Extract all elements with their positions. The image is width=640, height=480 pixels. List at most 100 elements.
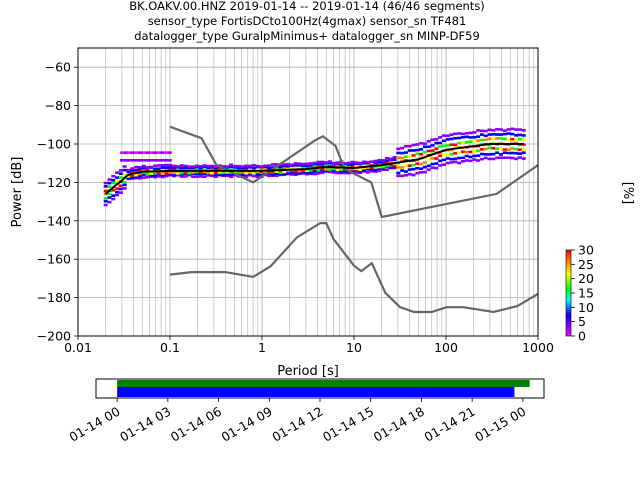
psd-density-cell [373, 168, 378, 172]
psd-density-cell [122, 168, 127, 172]
psd-density-cell [521, 151, 526, 155]
psd-density-cell [320, 162, 325, 165]
psd-density-cell [495, 137, 500, 140]
psd-density-cell [213, 171, 218, 175]
psd-density-cell [213, 165, 218, 168]
psd-density-cell [331, 167, 336, 170]
psd-density-cell [464, 140, 469, 144]
psd-density-cell [415, 143, 420, 146]
psd-density-cell [312, 172, 317, 176]
psd-density-cell [430, 166, 435, 170]
psd-density-cell [491, 152, 496, 156]
psd-density-cell [160, 166, 165, 169]
psd-density-cell [434, 162, 439, 165]
psd-density-cell [354, 168, 359, 172]
psd-density-cell [316, 168, 321, 172]
psd-density-cell [483, 147, 488, 151]
psd-density-cell [396, 156, 401, 160]
psd-density-cell [111, 174, 116, 178]
psd-density-cell [153, 164, 158, 168]
psd-density-cell [255, 173, 260, 176]
psd-density-cell [270, 173, 275, 176]
psd-density-cell [498, 146, 503, 150]
psd-density-cell [267, 166, 272, 170]
psd-density-cell [343, 162, 348, 165]
psd-density-cell [316, 160, 321, 164]
psd-density-cell [156, 168, 161, 172]
psd-density-cell [255, 175, 260, 179]
psd-density-cell [449, 133, 454, 136]
psd-density-cell [210, 167, 215, 171]
psd-density-cell [293, 171, 298, 175]
psd-density-cell [240, 173, 245, 177]
noise-models [169, 125, 539, 314]
psd-density-cell [145, 172, 150, 176]
psd-density-cell [381, 165, 386, 169]
colorbar-tick-label: 30 [578, 243, 594, 258]
psd-density-cell [369, 168, 374, 172]
psd-density-cell [324, 168, 329, 171]
psd-density-cell [107, 192, 112, 196]
psd-density-cell [384, 168, 389, 172]
psd-density-cell [369, 169, 374, 173]
psd-density-cell [517, 133, 522, 137]
psd-density-cell [445, 134, 450, 138]
psd-density-cell [510, 132, 515, 136]
psd-density-cell [183, 166, 188, 170]
psd-density-cell [476, 135, 481, 138]
psd-density-cell [476, 149, 481, 152]
psd-density-cell [164, 151, 169, 154]
psd-density-cell [274, 163, 279, 166]
psd-density-cell [282, 163, 287, 166]
psd-density-cell [134, 151, 139, 154]
psd-density-cell [107, 196, 112, 199]
psd-density-cell [217, 173, 222, 176]
timeline-tick-label: 01-14 21 [421, 404, 477, 445]
psd-density-cell [381, 168, 386, 171]
psd-density-cell [521, 138, 526, 141]
psd-density-cell [468, 131, 473, 135]
psd-density-cell [495, 128, 500, 131]
psd-density-cell [495, 133, 500, 136]
psd-density-cell [411, 173, 416, 177]
psd-density-cell [156, 164, 161, 167]
psd-density-cell [403, 170, 408, 173]
psd-density-cell [248, 171, 253, 175]
psd-density-cell [122, 165, 127, 168]
psd-density-cell [244, 166, 249, 169]
psd-density-cell [130, 167, 135, 170]
psd-density-cell [506, 148, 511, 151]
psd-density-cell [111, 188, 116, 192]
psd-density-cell [198, 166, 203, 170]
psd-density-cell [153, 151, 158, 154]
psd-density-cell [172, 164, 177, 168]
psd-density-cell [495, 147, 500, 151]
psd-density-cell [270, 166, 275, 169]
title-line-3: datalogger_type GuralpMinimus+ datalogge… [134, 29, 480, 43]
timeline-tick-label: 01-14 06 [168, 404, 224, 445]
psd-density-cell [164, 172, 169, 175]
psd-density-cell [297, 162, 302, 165]
psd-density-cell [278, 173, 283, 176]
psd-density-cell [502, 156, 507, 160]
psd-density-cell [449, 143, 454, 147]
psd-density-cell [483, 153, 488, 156]
psd-density-cell [153, 174, 158, 178]
psd-density-cell [400, 151, 405, 155]
psd-density-cell [198, 172, 203, 176]
psd-density-cell [289, 171, 294, 174]
psd-density-cell [350, 163, 355, 166]
psd-density-cell [438, 141, 443, 145]
psd-density-cell [365, 163, 370, 166]
psd-density-cell [156, 151, 161, 154]
x-tick-label: 1 [258, 340, 266, 355]
y-tick-label: −100 [37, 137, 71, 152]
psd-density-cell [217, 168, 222, 171]
psd-density-cell [346, 168, 351, 171]
title-line-2: sensor_type FortisDCto100Hz(4gmax) senso… [148, 14, 467, 28]
psd-density-cell [411, 167, 416, 171]
x-tick-label: 10 [346, 340, 362, 355]
psd-density-cell [153, 159, 158, 162]
psd-density-cell [460, 160, 465, 163]
psd-density-cell [517, 152, 522, 155]
